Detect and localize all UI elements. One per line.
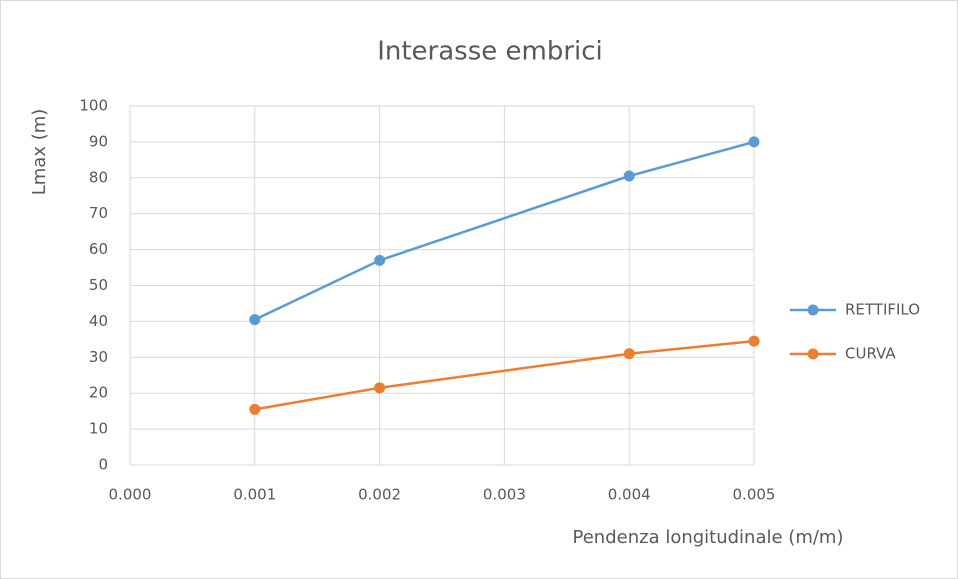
y-tick-label: 30 <box>89 348 108 366</box>
x-tick-label: 0.001 <box>233 486 276 504</box>
y-tick-label: 0 <box>98 456 108 474</box>
data-point <box>374 254 386 266</box>
x-tick-label: 0.003 <box>483 486 526 504</box>
y-tick-label: 90 <box>89 132 108 150</box>
data-point <box>748 335 760 347</box>
x-tick-label: 0.005 <box>733 486 776 504</box>
series-line <box>254 339 755 411</box>
chart-title: Interasse embrici <box>377 37 603 67</box>
data-point <box>623 170 635 182</box>
legend-marker <box>807 304 819 316</box>
x-axis-label: Pendenza longitudinale (m/m) <box>573 527 844 548</box>
y-tick-label: 50 <box>89 276 108 294</box>
data-point <box>249 403 261 415</box>
y-tick-label: 60 <box>89 240 108 258</box>
y-axis-label: Lmax (m) <box>29 109 50 196</box>
data-point <box>249 314 261 326</box>
legend-marker <box>807 348 819 360</box>
series-line <box>254 140 755 321</box>
y-tick-label: 70 <box>89 204 108 222</box>
y-tick-label: 100 <box>79 97 108 115</box>
x-tick-label: 0.004 <box>608 486 651 504</box>
legend-label: CURVA <box>845 345 896 363</box>
x-tick-label: 0.000 <box>109 486 152 504</box>
y-tick-label: 40 <box>89 312 108 330</box>
y-tick-label: 80 <box>89 168 108 186</box>
data-point <box>748 136 760 148</box>
data-point <box>374 382 386 394</box>
legend-label: RETTIFILO <box>845 301 920 319</box>
y-tick-label: 10 <box>89 420 108 438</box>
y-tick-label: 20 <box>89 384 108 402</box>
x-tick-label: 0.002 <box>358 486 401 504</box>
data-point <box>623 348 635 360</box>
